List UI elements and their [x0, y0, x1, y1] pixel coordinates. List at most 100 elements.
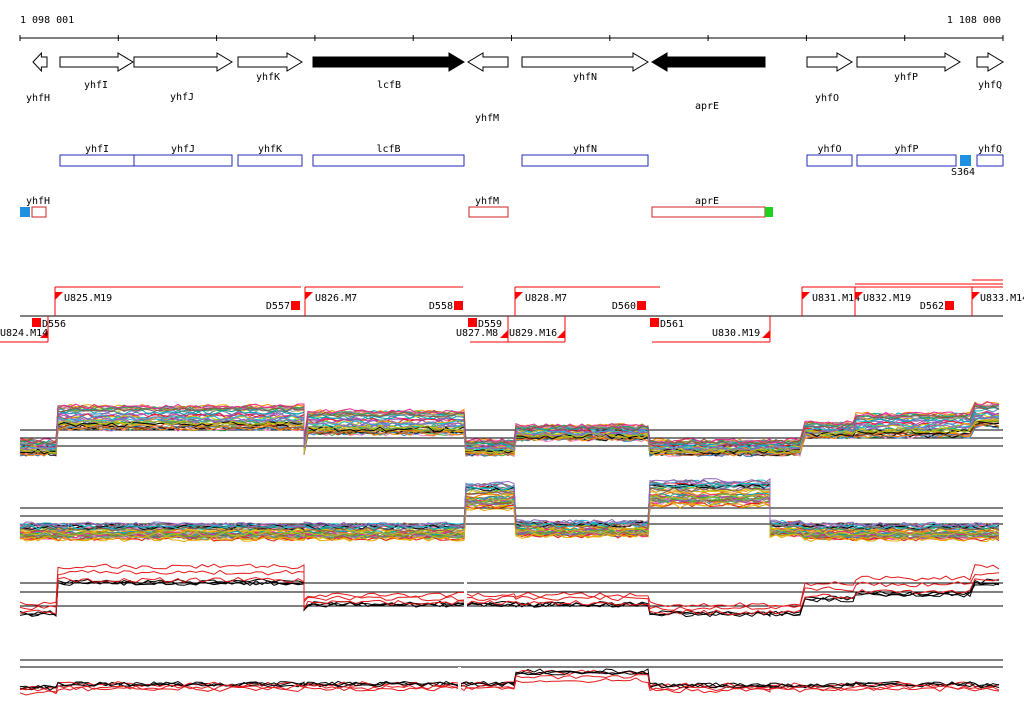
profile-track	[19, 659, 1003, 700]
gene-label-yhfP: yhfP	[894, 72, 918, 83]
red-box-aprE	[651, 206, 766, 218]
segment-track: U825.M19 D557 U826.M7 D558 U828.M7 D560 U831.M…	[0, 279, 1024, 343]
blue-box-label-lcfB: lcfB	[376, 144, 400, 155]
segment-label-d: D560	[612, 301, 636, 312]
gene-label-aprE: aprE	[695, 101, 719, 112]
profile-line	[19, 414, 1000, 452]
red-feature-track: yhfH yhfM aprE	[20, 196, 773, 218]
segment-end-flag	[557, 330, 565, 338]
gene-label-yhfK: yhfK	[256, 72, 280, 83]
segment-start-flag	[515, 292, 523, 300]
segment-end-marker	[454, 301, 463, 310]
gene-arrow-yhfJ	[133, 52, 233, 72]
marker-square-green	[765, 207, 773, 217]
segment-label-upper: U832.M19	[863, 293, 911, 304]
segment-label-d: D556	[42, 319, 66, 330]
profile-line	[19, 493, 1000, 537]
profile-tracks	[19, 401, 1003, 700]
ruler-end-label: 1 108 000	[947, 15, 1001, 26]
gene-label-yhfJ: yhfJ	[170, 92, 194, 103]
segment-label-upper: U826.M7	[315, 293, 357, 304]
profile-line	[19, 486, 1000, 533]
segment-end-marker	[637, 301, 646, 310]
blue-box-label-yhfK: yhfK	[258, 144, 282, 155]
segment-label-d: D561	[660, 319, 684, 330]
gene-label-lcfB: lcfB	[377, 80, 401, 91]
segment-label-lower: U830.M19	[712, 328, 760, 339]
blue-box-yhfJ	[133, 154, 233, 167]
gene-arrow-yhfI	[59, 52, 134, 72]
blue-feature-track: yhfI yhfJ yhfK lcfB yhfN yhfO yhfP yhfQ S364	[59, 144, 1004, 178]
segment-end-flag	[500, 330, 508, 338]
gene-arrow-yhfM	[467, 52, 509, 72]
marker-square-cyan	[20, 207, 30, 217]
segment-end-marker	[32, 318, 41, 327]
segment-label-upper: U833.M14	[980, 293, 1024, 304]
profile-line	[19, 563, 1000, 608]
profile-line	[19, 501, 1000, 542]
segment-start-flag	[802, 292, 810, 300]
profile-line	[19, 494, 1000, 537]
segment-start-flag	[55, 292, 63, 300]
segment-label-lower: U827.M8	[456, 328, 498, 339]
profile-line	[19, 405, 1000, 447]
profile-line	[19, 404, 1000, 446]
segment-label-d: D557	[266, 301, 290, 312]
segment-label-upper: U825.M19	[64, 293, 112, 304]
gene-label-yhfH: yhfH	[26, 93, 50, 104]
segment-end-marker	[650, 318, 659, 327]
blue-box-yhfI	[59, 154, 135, 167]
gene-label-yhfM: yhfM	[475, 113, 499, 124]
gene-arrow-yhfQ	[976, 52, 1004, 72]
profile-line	[19, 569, 1000, 611]
red-box-label-aprE: aprE	[695, 196, 719, 207]
profile-line	[19, 491, 1000, 535]
marker-square-cyan	[960, 155, 971, 166]
profile-track	[19, 478, 1003, 543]
blue-box-label-yhfJ: yhfJ	[171, 144, 195, 155]
gene-arrow-aprE	[651, 52, 766, 72]
profile-line	[19, 412, 1000, 452]
profile-line	[19, 418, 1000, 454]
segment-label-lower: U824.M14	[0, 328, 48, 339]
segment-label-lower: U829.M16	[509, 328, 557, 339]
blue-box-yhfN	[521, 154, 649, 167]
profile-line	[19, 674, 1000, 693]
gene-label-yhfO: yhfO	[815, 93, 839, 104]
gene-arrow-yhfH	[32, 51, 48, 73]
profile-line	[19, 406, 1000, 448]
profile-line	[19, 420, 1000, 455]
marker-s-label: S364	[951, 167, 975, 178]
segment-end-marker	[468, 318, 477, 327]
segment-label-upper: U831.M14	[812, 293, 860, 304]
segment-label-d: D559	[478, 319, 502, 330]
gene-label-yhfN: yhfN	[573, 72, 597, 83]
blue-box-label-yhfI: yhfI	[85, 144, 109, 155]
red-box-yhfM	[468, 206, 509, 218]
gene-arrow-yhfK	[237, 52, 303, 72]
gene-label-yhfQ: yhfQ	[978, 80, 1002, 91]
gene-arrow-yhfP	[856, 52, 961, 72]
segment-label-d: D558	[429, 301, 453, 312]
red-box-label-yhfM: yhfM	[475, 196, 499, 207]
blue-box-yhfO	[806, 154, 853, 167]
segment-start-flag	[972, 292, 980, 300]
red-box-label-yhfH: yhfH	[26, 196, 50, 207]
ruler-start-label: 1 098 001	[20, 15, 74, 26]
track-gap	[464, 563, 467, 620]
gene-track: yhfH yhfI yhfJ yhfK lcfB yhfM yhfN aprE yhfO yhfP…	[26, 51, 1004, 124]
gene-arrow-lcfB	[312, 52, 465, 72]
gene-arrow-yhfO	[806, 52, 853, 72]
profile-line	[19, 576, 1000, 616]
profile-track	[19, 563, 1003, 620]
blue-box-yhfP	[856, 154, 957, 167]
blue-box-yhfQ	[976, 154, 1004, 167]
profile-line	[19, 478, 1000, 528]
ruler-ticks	[19, 35, 1004, 41]
blue-box-label-yhfQ: yhfQ	[978, 144, 1002, 155]
profile-line	[19, 669, 1000, 691]
profile-line	[19, 483, 1000, 531]
profile-line	[19, 403, 1000, 446]
segment-start-flag	[855, 292, 863, 300]
